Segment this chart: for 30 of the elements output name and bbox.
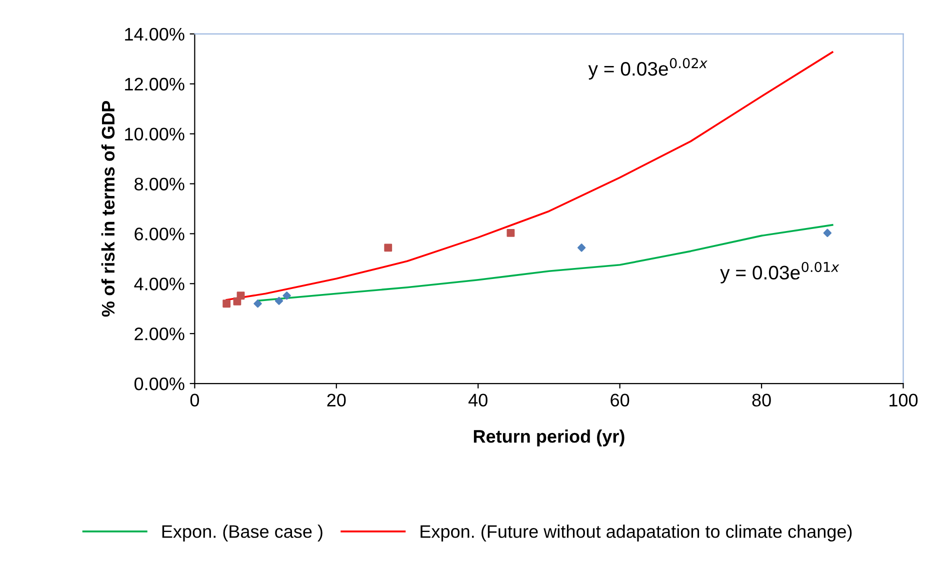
x-tick-label: 20	[327, 394, 346, 407]
x-tick-label: 100	[890, 394, 918, 407]
y-axis-title: % of risk in terms of GDP	[101, 100, 115, 317]
y-tick-label: 6.00%	[134, 228, 184, 240]
point	[282, 292, 291, 300]
y-tick-label: 4.00%	[134, 278, 184, 290]
x-tick-label: 80	[752, 394, 771, 407]
point	[274, 296, 284, 305]
x-tick-label: 60	[610, 394, 630, 407]
point	[577, 244, 586, 252]
x-tick-label: 40	[468, 394, 488, 407]
point	[233, 297, 242, 306]
annotation: y = 0.03e$^{0.01x}$	[720, 262, 840, 284]
y-tick-label: 10.00%	[125, 128, 184, 141]
point	[823, 228, 832, 238]
x-tick-label: 0	[190, 394, 200, 407]
y-tick-label: 12.00%	[125, 78, 184, 91]
y-tick-label: 2.00%	[134, 328, 184, 340]
point	[222, 300, 231, 308]
x-axis-title: Return period (yr)	[474, 430, 624, 446]
y-tick-label: 8.00%	[134, 178, 184, 190]
point	[254, 300, 262, 308]
point	[236, 292, 245, 300]
legend-label: Expon. (Base case )	[162, 524, 322, 542]
point	[506, 228, 515, 237]
annotation: y = 0.03e$^{0.02x}$	[588, 58, 708, 80]
legend-label: Expon. (Future without adapatation to climate change)	[420, 524, 852, 542]
y-tick-label: 14.00%	[125, 28, 184, 41]
y-tick-label: 0.00%	[134, 377, 184, 390]
point	[384, 244, 392, 252]
